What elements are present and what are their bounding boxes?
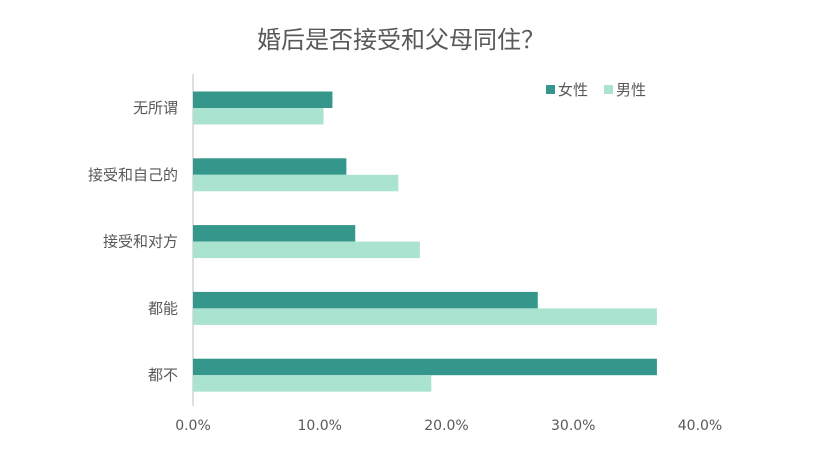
x-axis: 0.0% 10.0% 20.0% 30.0% 40.0% (175, 418, 722, 434)
legend-swatch (604, 85, 613, 94)
chart-title: 婚后是否接受和父母同住？ (257, 26, 545, 54)
category-label: 接受和自己的 (88, 166, 178, 184)
bar-female (193, 225, 356, 242)
bar-female (193, 158, 347, 175)
category-label: 无所谓 (133, 99, 178, 117)
category-label: 都不 (148, 366, 178, 384)
x-tick-label: 40.0% (678, 418, 722, 434)
legend: 女性 男性 (546, 81, 646, 99)
bar-male (193, 108, 324, 125)
bar-male (193, 174, 399, 192)
legend-label: 男性 (616, 81, 646, 99)
bar-female (193, 291, 538, 309)
category-label: 接受和对方 (103, 233, 178, 251)
category-label: 都能 (148, 299, 178, 317)
bar-female (193, 91, 333, 108)
legend-swatch (546, 85, 555, 94)
bar-male (193, 241, 420, 259)
x-tick-label: 0.0% (175, 418, 211, 434)
bar-male (193, 375, 432, 392)
legend-label: 女性 (558, 81, 588, 99)
bars (193, 91, 657, 392)
x-tick-label: 20.0% (424, 418, 468, 434)
bar-male (193, 308, 657, 325)
bar-female (193, 358, 657, 376)
x-tick-label: 10.0% (298, 418, 342, 434)
x-tick-label: 30.0% (551, 418, 595, 434)
